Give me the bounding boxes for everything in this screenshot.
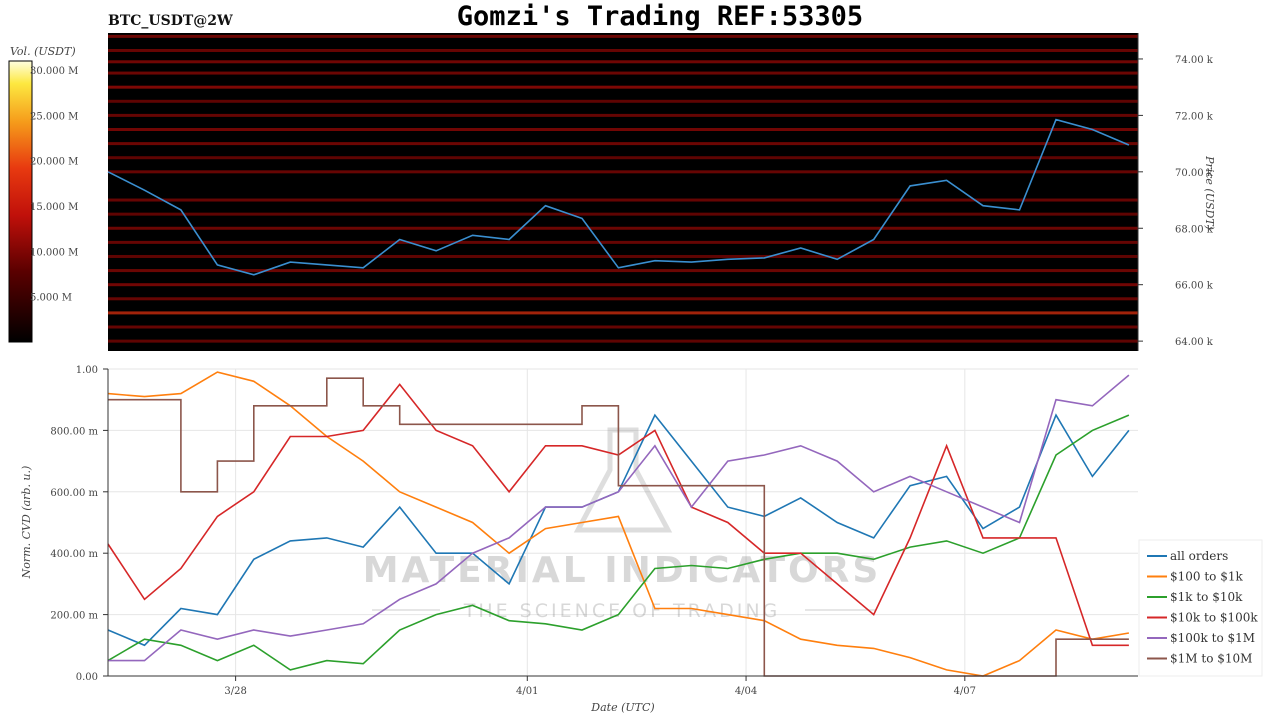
svg-text:THE SCIENCE OF TRADING: THE SCIENCE OF TRADING	[463, 600, 781, 622]
liquidity-level	[108, 48, 1138, 52]
liquidity-level	[108, 128, 1138, 132]
price-axis-label: Price (USDT)	[1203, 155, 1216, 230]
legend-label: $1M to $10M	[1170, 652, 1252, 666]
series-line	[108, 374, 1130, 662]
price-tick-label: 66.00 k	[1175, 281, 1214, 292]
liquidity-level	[108, 156, 1138, 160]
price-tick-label: 68.00 k	[1175, 224, 1214, 235]
legend-box	[1138, 539, 1263, 677]
cvd-panel: MATERIAL INDICATORS THE SCIENCE OF TRADI…	[20, 365, 1138, 714]
liquidity-level	[108, 99, 1138, 103]
date-tick-label: 4/01	[516, 686, 538, 697]
liquidity-level	[108, 198, 1138, 202]
cvd-tick-label: 0.00	[76, 672, 98, 683]
colorbar-label: Vol. (USDT)	[10, 45, 76, 58]
series-line	[107, 414, 1130, 671]
legend-item[interactable]: $100 to $1k	[1147, 570, 1243, 584]
price-line	[107, 118, 1130, 276]
series-line	[107, 371, 1130, 677]
cvd-tick-label: 800.00 m	[50, 426, 98, 437]
colorbar-tick-label: 30.000 M	[30, 66, 78, 77]
price-tick-label: 64.00 k	[1175, 337, 1214, 348]
colorbar-tick-label: 20.000 M	[30, 157, 78, 168]
watermark-logo: MATERIAL INDICATORS THE SCIENCE OF TRADI…	[363, 427, 882, 622]
legend-label: $100 to $1k	[1170, 570, 1243, 584]
legend-label: $100k to $1M	[1170, 631, 1255, 645]
liquidity-level	[108, 34, 1138, 38]
colorbar: Vol. (USDT) 5.000 M 10.000 M 15.000 M 20.00…	[8, 45, 78, 343]
legend-item[interactable]: $10k to $100k	[1147, 611, 1258, 625]
legend-item[interactable]: $1M to $10M	[1147, 652, 1252, 666]
liquidity-level	[108, 283, 1138, 287]
date-tick-label: 3/28	[224, 686, 246, 697]
date-axis-label: Date (UTC)	[590, 701, 654, 714]
colorbar-gradient	[8, 60, 33, 343]
heatmap-background	[108, 33, 1138, 351]
legend: all orders $100 to $1k $1k to $10k $10k to …	[1138, 539, 1263, 677]
liquidity-level	[108, 240, 1138, 244]
cvd-tick-label: 1.00	[76, 365, 98, 376]
colorbar-tick-label: 25.000 M	[30, 111, 78, 122]
liquidity-level	[108, 71, 1138, 75]
chart-title: Gomzi's Trading REF:53305	[457, 1, 863, 32]
colorbar-tick-label: 10.000 M	[30, 247, 78, 258]
liquidity-level	[108, 226, 1138, 230]
price-tick-label: 70.00 k	[1175, 168, 1214, 179]
liquidity-level	[108, 311, 1138, 315]
liquidity-level	[108, 60, 1138, 64]
legend-item[interactable]: $100k to $1M	[1147, 631, 1255, 645]
liquidity-level	[108, 142, 1138, 146]
legend-item[interactable]: $1k to $10k	[1147, 590, 1243, 604]
colorbar-tick-label: 5.000 M	[30, 293, 72, 304]
legend-item[interactable]: all orders	[1147, 549, 1228, 563]
liquidity-level	[108, 212, 1138, 216]
liquidity-level	[108, 170, 1138, 174]
liquidity-level	[108, 297, 1138, 301]
liquidity-level	[108, 85, 1138, 89]
colorbar-tick-label: 15.000 M	[30, 202, 78, 213]
heatmap-panel: 64.00 k 66.00 k 68.00 k 70.00 k 72.00 k 74.00…	[107, 33, 1216, 351]
date-tick-label: 4/04	[735, 686, 757, 697]
liquidity-level	[108, 339, 1138, 343]
date-tick-label: 4/07	[954, 686, 976, 697]
cvd-tick-label: 400.00 m	[50, 549, 98, 560]
cvd-tick-label: 600.00 m	[50, 488, 98, 499]
price-tick-label: 74.00 k	[1175, 55, 1214, 66]
legend-label: all orders	[1170, 549, 1228, 563]
liquidity-level	[108, 269, 1138, 273]
liquidity-level	[108, 325, 1138, 329]
chart-subtitle: BTC_USDT@2W	[108, 13, 233, 29]
legend-label: $1k to $10k	[1170, 590, 1243, 604]
price-tick-label: 72.00 k	[1175, 111, 1214, 122]
cvd-axis-label: Norm. CVD (arb. u.)	[20, 466, 33, 580]
legend-label: $10k to $100k	[1170, 611, 1258, 625]
svg-text:MATERIAL INDICATORS: MATERIAL INDICATORS	[363, 550, 882, 591]
liquidity-level	[108, 113, 1138, 117]
cvd-background	[108, 369, 1138, 676]
cvd-tick-label: 200.00 m	[50, 611, 98, 622]
liquidity-level	[108, 254, 1138, 258]
